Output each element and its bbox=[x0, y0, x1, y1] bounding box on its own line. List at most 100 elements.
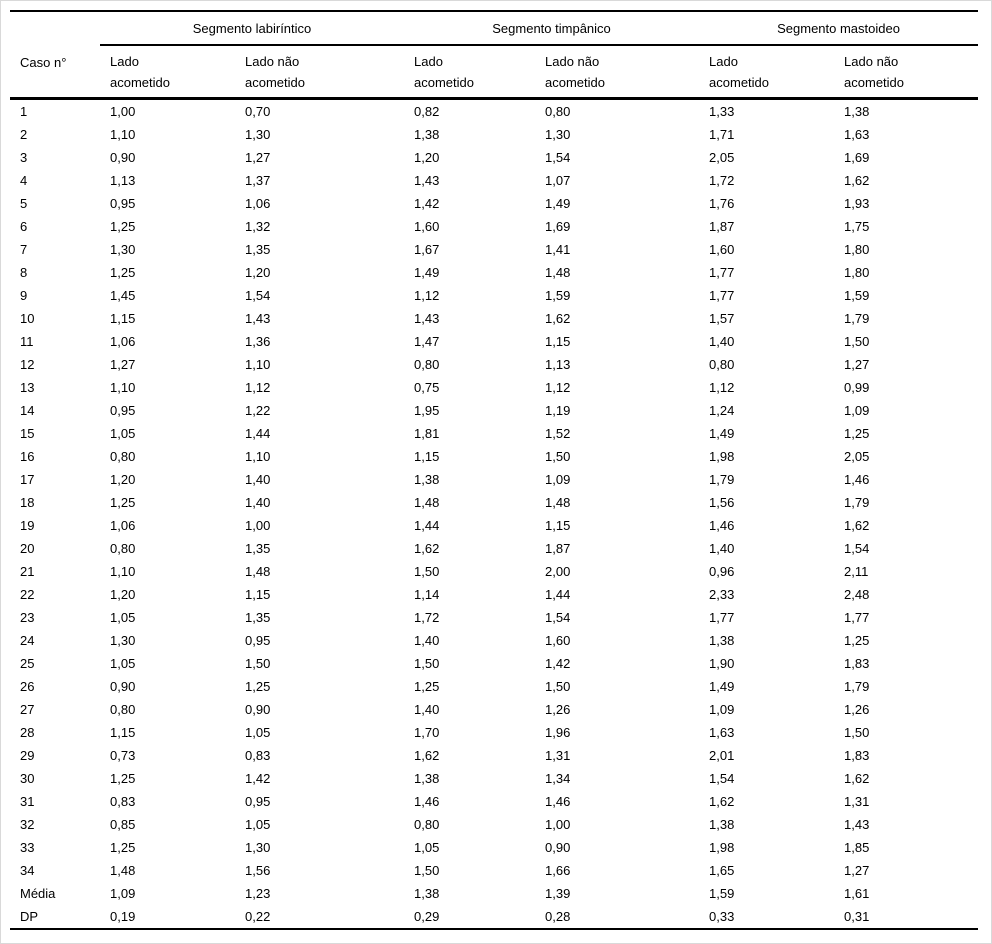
table-row: 23 1,05 1,35 1,72 1,54 1,77 1,77 bbox=[10, 606, 978, 629]
lab-acometido-cell: 0,90 bbox=[110, 150, 136, 165]
tim-acometido-cell: 1,50 bbox=[414, 863, 440, 878]
mas-acometido-cell: 0,80 bbox=[709, 357, 735, 372]
lab-acometido-cell: 1,25 bbox=[110, 265, 136, 280]
lab-acometido-cell: 1,20 bbox=[110, 587, 136, 602]
tim-nao-acometido-cell: 1,96 bbox=[545, 725, 571, 740]
mas-nao-acometido-cell: 1,77 bbox=[844, 610, 870, 625]
lab-nao-acometido-cell: 1,25 bbox=[245, 679, 271, 694]
caso-cell: 25 bbox=[20, 656, 35, 671]
column-header-tim-lado-nao-acometido: Lado não acometido bbox=[535, 45, 700, 100]
mas-nao-acometido-cell: 0,99 bbox=[844, 380, 870, 395]
lab-nao-acometido-cell: 1,50 bbox=[245, 656, 271, 671]
lab-nao-acometido-cell: 1,32 bbox=[245, 219, 271, 234]
lab-acometido-cell: 1,13 bbox=[110, 173, 136, 188]
table-row: 34 1,48 1,56 1,50 1,66 1,65 1,27 bbox=[10, 859, 978, 882]
tim-nao-acometido-cell: 1,30 bbox=[545, 127, 571, 142]
mas-acometido-cell: 2,05 bbox=[709, 150, 735, 165]
tim-nao-acometido-cell: 1,42 bbox=[545, 656, 571, 671]
table-row: Média 1,09 1,23 1,38 1,39 1,59 1,61 bbox=[10, 882, 978, 905]
lab-acometido-cell: 0,80 bbox=[110, 541, 136, 556]
mas-acometido-cell: 1,54 bbox=[709, 771, 735, 786]
tim-nao-acometido-cell: 1,34 bbox=[545, 771, 571, 786]
mas-nao-acometido-cell: 1,27 bbox=[844, 357, 870, 372]
caso-cell: Média bbox=[20, 886, 56, 901]
group-header-row: Caso n° Segmento labiríntico Segmento ti… bbox=[10, 10, 979, 100]
mas-acometido-cell: 1,72 bbox=[709, 173, 735, 188]
table-row: 16 0,80 1,10 1,15 1,50 1,98 2,05 bbox=[10, 445, 978, 468]
lab-nao-acometido-cell: 1,05 bbox=[245, 725, 271, 740]
tim-acometido-cell: 1,44 bbox=[414, 518, 440, 533]
lab-nao-acometido-cell: 1,35 bbox=[245, 610, 271, 625]
tim-nao-acometido-cell: 1,00 bbox=[545, 817, 571, 832]
mas-nao-acometido-cell: 1,43 bbox=[844, 817, 870, 832]
caso-cell: 8 bbox=[20, 265, 28, 280]
group-header-segmento-labirintico: Segmento labiríntico bbox=[100, 10, 405, 46]
caso-cell: 18 bbox=[20, 495, 35, 510]
mas-nao-acometido-cell: 1,79 bbox=[844, 679, 870, 694]
sub-header-row: Lado acometido Lado não acometido Lado a… bbox=[10, 45, 979, 100]
caso-cell: 7 bbox=[20, 242, 28, 257]
table-row: 15 1,05 1,44 1,81 1,52 1,49 1,25 bbox=[10, 422, 978, 445]
table-row: 2 1,10 1,30 1,38 1,30 1,71 1,63 bbox=[10, 123, 978, 146]
caso-cell: 32 bbox=[20, 817, 35, 832]
tim-acometido-cell: 1,43 bbox=[414, 311, 440, 326]
lab-acometido-cell: 1,10 bbox=[110, 564, 136, 579]
mas-acometido-cell: 1,40 bbox=[709, 541, 735, 556]
mas-nao-acometido-cell: 2,05 bbox=[844, 449, 870, 464]
tim-acometido-cell: 1,38 bbox=[414, 886, 440, 901]
table-row: 6 1,25 1,32 1,60 1,69 1,87 1,75 bbox=[10, 215, 978, 238]
caso-cell: 31 bbox=[20, 794, 35, 809]
column-header-lab-lado-nao-acometido: Lado não acometido bbox=[235, 45, 405, 100]
mas-nao-acometido-cell: 1,62 bbox=[844, 771, 870, 786]
mas-acometido-cell: 1,62 bbox=[709, 794, 735, 809]
tim-acometido-cell: 1,38 bbox=[414, 127, 440, 142]
lab-nao-acometido-cell: 0,90 bbox=[245, 702, 271, 717]
mas-nao-acometido-cell: 1,79 bbox=[844, 311, 870, 326]
lab-nao-acometido-cell: 1,20 bbox=[245, 265, 271, 280]
table-row: 7 1,30 1,35 1,67 1,41 1,60 1,80 bbox=[10, 238, 978, 261]
tim-nao-acometido-cell: 1,69 bbox=[545, 219, 571, 234]
caso-cell: 20 bbox=[20, 541, 35, 556]
lab-acometido-cell: 1,48 bbox=[110, 863, 136, 878]
mas-acometido-cell: 0,96 bbox=[709, 564, 735, 579]
lab-acometido-cell: 0,83 bbox=[110, 794, 136, 809]
table-row: 3 0,90 1,27 1,20 1,54 2,05 1,69 bbox=[10, 146, 978, 169]
table-row: 28 1,15 1,05 1,70 1,96 1,63 1,50 bbox=[10, 721, 978, 744]
lab-acometido-cell: 1,00 bbox=[110, 104, 136, 119]
caso-cell: 5 bbox=[20, 196, 28, 211]
table-row: 18 1,25 1,40 1,48 1,48 1,56 1,79 bbox=[10, 491, 978, 514]
mas-nao-acometido-cell: 1,62 bbox=[844, 173, 870, 188]
lab-acometido-cell: 1,30 bbox=[110, 633, 136, 648]
tim-acometido-cell: 1,40 bbox=[414, 633, 440, 648]
mas-nao-acometido-cell: 1,27 bbox=[844, 863, 870, 878]
mas-nao-acometido-cell: 2,11 bbox=[844, 564, 869, 579]
tim-acometido-cell: 0,75 bbox=[414, 380, 440, 395]
tim-acometido-cell: 0,82 bbox=[414, 104, 440, 119]
lab-acometido-cell: 1,06 bbox=[110, 334, 136, 349]
mas-acometido-cell: 1,77 bbox=[709, 610, 735, 625]
table-row: 29 0,73 0,83 1,62 1,31 2,01 1,83 bbox=[10, 744, 978, 767]
table-row: 1 1,00 0,70 0,82 0,80 1,33 1,38 bbox=[10, 99, 978, 124]
lab-nao-acometido-cell: 1,23 bbox=[245, 886, 271, 901]
lab-acometido-cell: 1,45 bbox=[110, 288, 136, 303]
tim-acometido-cell: 1,25 bbox=[414, 679, 440, 694]
lab-nao-acometido-cell: 0,22 bbox=[245, 909, 271, 924]
lab-nao-acometido-cell: 1,42 bbox=[245, 771, 271, 786]
tim-nao-acometido-cell: 1,31 bbox=[545, 748, 571, 763]
lab-acometido-cell: 1,25 bbox=[110, 840, 136, 855]
mas-nao-acometido-cell: 1,62 bbox=[844, 518, 870, 533]
table-row: 13 1,10 1,12 0,75 1,12 1,12 0,99 bbox=[10, 376, 978, 399]
lab-nao-acometido-cell: 1,12 bbox=[245, 380, 271, 395]
mas-acometido-cell: 1,77 bbox=[709, 288, 735, 303]
tim-acometido-cell: 1,42 bbox=[414, 196, 440, 211]
tim-nao-acometido-cell: 0,80 bbox=[545, 104, 571, 119]
table-row: 14 0,95 1,22 1,95 1,19 1,24 1,09 bbox=[10, 399, 978, 422]
tim-nao-acometido-cell: 1,62 bbox=[545, 311, 571, 326]
caso-cell: 27 bbox=[20, 702, 35, 717]
caso-cell: 14 bbox=[20, 403, 35, 418]
table-row: 11 1,06 1,36 1,47 1,15 1,40 1,50 bbox=[10, 330, 978, 353]
tim-acometido-cell: 1,12 bbox=[414, 288, 440, 303]
segments-data-table: Caso n° Segmento labiríntico Segmento ti… bbox=[10, 10, 979, 930]
mas-nao-acometido-cell: 1,54 bbox=[844, 541, 870, 556]
